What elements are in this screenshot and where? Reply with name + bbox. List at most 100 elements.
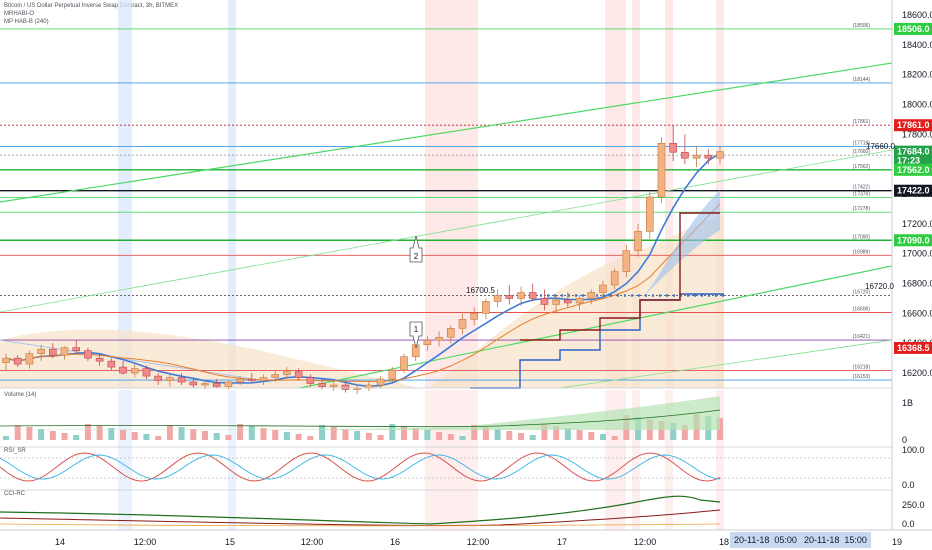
candle-body	[388, 369, 397, 380]
volume-bar	[412, 428, 419, 440]
candle-body	[25, 353, 34, 365]
volume-bar	[38, 429, 45, 440]
price-axis[interactable]: 18600.018400.018200.018000.017800.017600…	[891, 0, 932, 530]
ma-slow-line	[5, 203, 721, 382]
moving-average-layer	[5, 152, 724, 389]
volume-bar	[330, 427, 337, 440]
volume-bar	[482, 427, 489, 440]
date-box-2-time: 15:00	[844, 535, 867, 545]
shaded-zone	[118, 0, 132, 388]
time-tick: 17	[557, 537, 567, 547]
level-value: (17861)	[853, 119, 871, 125]
volume-bar	[225, 435, 232, 440]
price-tag-label: 17090.0	[897, 235, 930, 245]
price-tag-label: 17562.0	[897, 165, 930, 175]
rsi-panel-title: RSI_SR	[4, 448, 26, 454]
candle-body	[564, 299, 572, 304]
price-tag	[894, 234, 932, 247]
candle-body	[400, 356, 408, 371]
time-axis[interactable]: 14 12:00 15 12:00 16 12:00 17 12:00 18	[0, 529, 932, 547]
price-tag	[894, 184, 932, 197]
volume-bar	[166, 425, 173, 440]
price-tag	[894, 145, 932, 158]
candle-body	[704, 154, 713, 159]
volume-bar	[342, 429, 349, 440]
volume-bar	[670, 423, 677, 440]
candle-body	[423, 339, 432, 346]
level-value: (17278)	[853, 206, 871, 212]
candle-body	[482, 301, 490, 314]
volume-bar	[260, 428, 267, 440]
cci-tick-top: 250.0	[902, 500, 925, 510]
level-value: (16218)	[853, 364, 871, 370]
volume-bar	[272, 430, 279, 440]
shaded-zone	[632, 0, 640, 388]
volume-bar	[108, 428, 115, 440]
candle-body	[587, 292, 596, 299]
callout-1[interactable]: 1	[409, 321, 423, 349]
volume-tick-top: 1B	[902, 398, 913, 408]
rsi-tick-bottom: 0.0	[902, 480, 915, 490]
callout-2[interactable]: 2	[409, 235, 423, 263]
volume-bar	[611, 436, 618, 440]
chart-symbol-title: Bitcoin / US Dollar Perpetual Inverse Sw…	[4, 3, 179, 9]
volume-bar	[400, 426, 407, 440]
candle-body	[130, 368, 139, 374]
level-value: (17376)	[853, 192, 871, 198]
time-tick: 15	[225, 537, 235, 547]
candle-body	[435, 336, 443, 341]
volume-bar	[120, 430, 127, 440]
candle-body	[224, 381, 233, 387]
cci-line	[0, 495, 721, 525]
price-tag	[894, 163, 932, 176]
time-tick: 12:00	[634, 537, 657, 547]
time-tick-last: 19	[892, 537, 902, 547]
volume-bar	[248, 426, 255, 440]
volume-bar	[26, 427, 33, 440]
candle-body	[341, 384, 350, 390]
volume-bar	[143, 434, 150, 440]
candle-body	[13, 357, 22, 365]
level-value: (18506)	[853, 23, 871, 29]
volume-bar	[447, 434, 454, 440]
shaded-zone	[228, 0, 236, 388]
volume-bar	[658, 421, 665, 440]
cci-tick-bottom: 0.0	[902, 519, 915, 529]
price-tick: 17800.0	[902, 129, 932, 139]
candle-body	[493, 295, 502, 302]
candle-body	[142, 368, 151, 377]
trend-line	[0, 62, 893, 203]
volume-bar	[3, 436, 9, 440]
candle-body	[236, 378, 244, 383]
volume-bar	[541, 424, 548, 440]
callout-1-label: 1	[414, 325, 419, 334]
level-value: (16606)	[853, 306, 871, 312]
candle-body	[376, 378, 385, 386]
candle-body	[166, 377, 174, 381]
candle-body	[645, 196, 654, 232]
candle-body	[610, 271, 619, 286]
date-box-1-date: 20-11-18	[734, 535, 770, 545]
price-tag-label: 18506.0	[897, 24, 930, 34]
candle-body	[119, 366, 127, 374]
candle-body	[446, 328, 455, 338]
candle-body	[49, 348, 57, 356]
volume-bar	[155, 436, 162, 440]
volume-bar	[213, 433, 220, 440]
rsi-line	[0, 452, 721, 482]
level-value: (16421)	[853, 334, 871, 340]
volume-ma	[0, 409, 721, 427]
callout-2-label: 2	[414, 252, 419, 261]
candle-body	[458, 319, 467, 329]
level-value: (17660)	[853, 149, 871, 155]
candle-body	[692, 154, 701, 159]
trend-line	[559, 339, 893, 389]
volume-tick-bottom: 0	[902, 435, 907, 445]
price-tick: 18000.0	[902, 99, 932, 109]
price-tag	[894, 341, 932, 354]
price-tag-label: 17684.0	[897, 147, 930, 157]
level-value: (17422)	[853, 185, 871, 191]
candle-body	[540, 298, 549, 305]
volume-bar	[61, 433, 68, 440]
